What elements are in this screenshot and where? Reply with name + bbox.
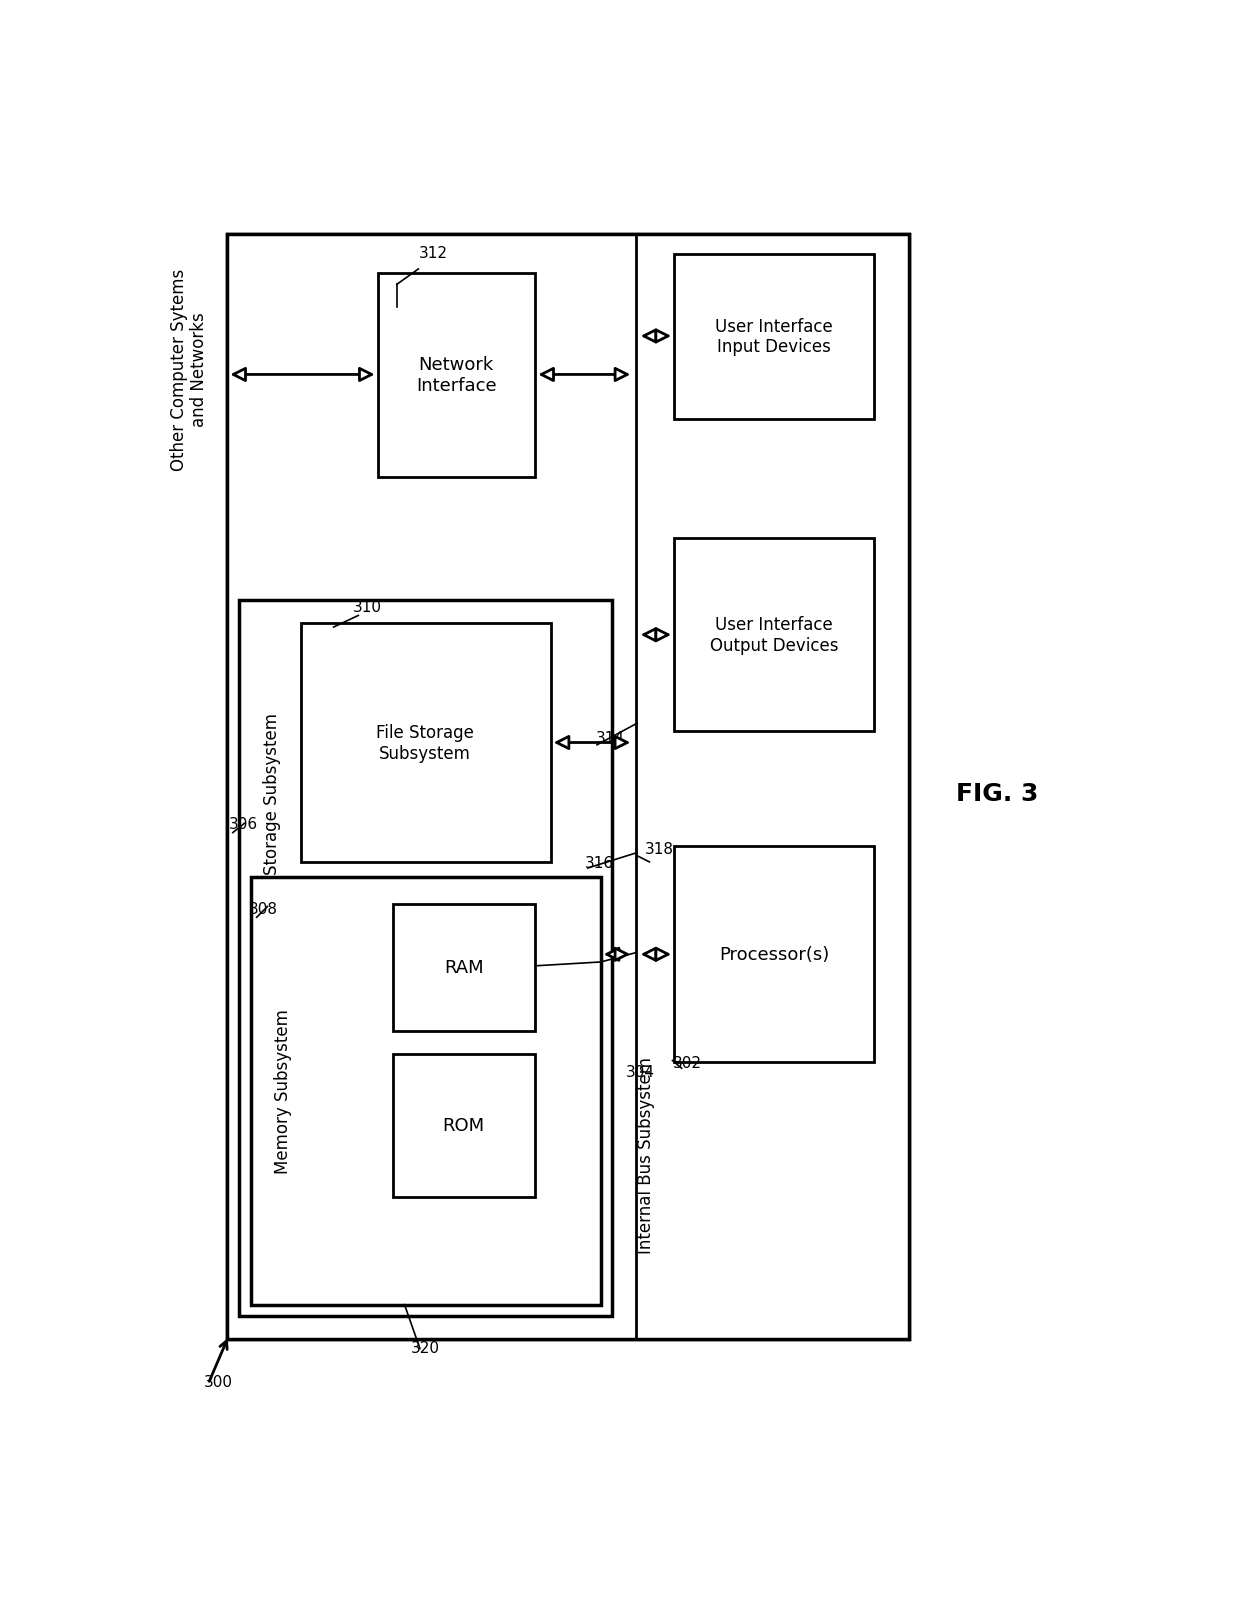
Text: Internal Bus Subsystem: Internal Bus Subsystem bbox=[636, 1056, 655, 1253]
Text: 308: 308 bbox=[249, 902, 278, 916]
Text: 306: 306 bbox=[229, 816, 258, 831]
Bar bbox=[393, 1054, 536, 1197]
Text: Network
Interface: Network Interface bbox=[415, 355, 496, 395]
Text: 310: 310 bbox=[353, 599, 382, 614]
Text: File Storage
Subsystem: File Storage Subsystem bbox=[377, 723, 474, 762]
Bar bbox=[675, 254, 874, 419]
Bar bbox=[300, 624, 551, 863]
Text: FIG. 3: FIG. 3 bbox=[956, 781, 1039, 805]
Text: 304: 304 bbox=[626, 1064, 655, 1080]
Text: 320: 320 bbox=[410, 1340, 440, 1355]
Bar bbox=[377, 273, 536, 477]
Bar bbox=[227, 235, 909, 1339]
Bar bbox=[393, 905, 536, 1032]
Text: 316: 316 bbox=[585, 855, 614, 869]
Text: Other Computer Sytems
and Networks: Other Computer Sytems and Networks bbox=[170, 268, 208, 471]
Bar bbox=[675, 538, 874, 731]
Text: 302: 302 bbox=[672, 1056, 702, 1070]
Text: 312: 312 bbox=[418, 246, 448, 260]
Bar bbox=[250, 877, 601, 1305]
Text: RAM: RAM bbox=[444, 959, 484, 977]
Bar bbox=[239, 601, 613, 1316]
Text: 300: 300 bbox=[205, 1374, 233, 1390]
Text: User Interface
Input Devices: User Interface Input Devices bbox=[715, 317, 833, 357]
Text: Processor(s): Processor(s) bbox=[719, 945, 830, 964]
Bar bbox=[227, 235, 909, 1339]
Text: Storage Subsystem: Storage Subsystem bbox=[263, 712, 281, 874]
Text: Memory Subsystem: Memory Subsystem bbox=[274, 1009, 291, 1173]
Text: User Interface
Output Devices: User Interface Output Devices bbox=[709, 615, 838, 654]
Text: 314: 314 bbox=[595, 730, 625, 746]
Text: 318: 318 bbox=[645, 840, 673, 857]
Text: ROM: ROM bbox=[443, 1117, 485, 1135]
Bar bbox=[675, 847, 874, 1062]
